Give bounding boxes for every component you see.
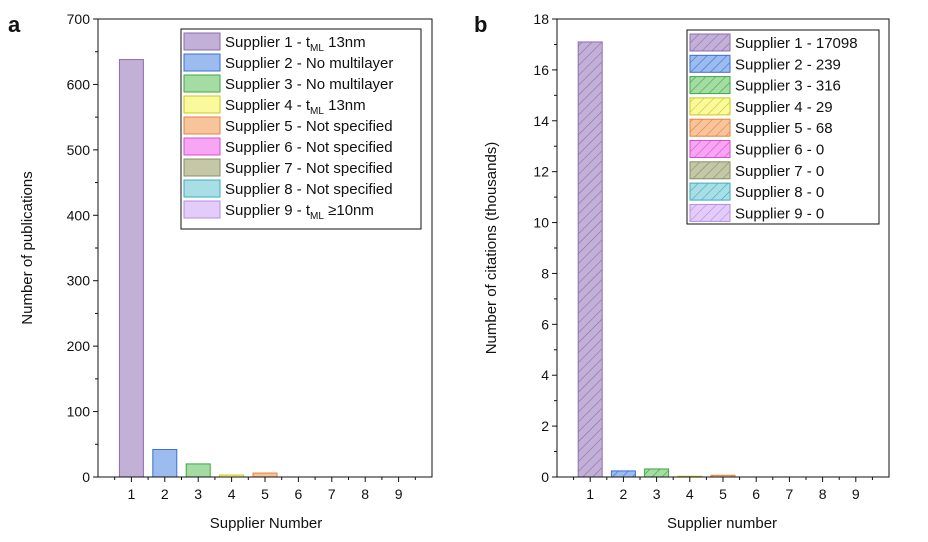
panel-a: a 0 100 200 300 400 500 600 700 1 2 3 4 5 6 7 8 9 Suppli… [8, 11, 433, 532]
y-tick-label-a: 0 [82, 469, 90, 485]
bar-a-supplier-2 [152, 449, 178, 478]
legend-label-b-3: Supplier 3 - 316 [735, 78, 841, 95]
x-tick-label-a: 7 [328, 486, 336, 502]
legend-label-b-6: Supplier 6 - 0 [735, 142, 824, 159]
legend-swatch-a-4 [183, 95, 221, 114]
legend-label-a-3: Supplier 3 - No multilayer [225, 76, 393, 93]
x-tick-label-a: 6 [295, 486, 303, 502]
y-tick-label-a: 500 [67, 142, 91, 158]
legend-label-b-5: Supplier 5 - 68 [735, 120, 833, 137]
y-tick-label-a: 100 [67, 404, 91, 420]
legend-swatch-a-3 [183, 74, 221, 93]
legend-label-a-7: Supplier 7 - Not specified [225, 160, 393, 177]
x-axis-title-b: Supplier number [667, 515, 777, 532]
y-tick-label-a: 700 [67, 11, 91, 27]
legend-label-b-2: Supplier 2 - 239 [735, 56, 841, 73]
legend-label-b-9: Supplier 9 - 0 [735, 205, 824, 222]
y-tick-label-a: 600 [67, 76, 91, 92]
legend-swatch-b-6 [689, 140, 731, 158]
legend-swatch-a-6 [183, 137, 221, 156]
legend-box-a [180, 28, 422, 230]
legend-label-b-7: Supplier 7 - 0 [735, 163, 824, 180]
bar-b-supplier-1 [577, 41, 603, 478]
legend-label-b-8: Supplier 8 - 0 [735, 184, 824, 201]
legend-label-a-2: Supplier 2 - No multilayer [225, 55, 393, 72]
y-tick-label-b: 0 [541, 469, 549, 485]
bars-a [118, 59, 278, 478]
y-tick-label-a: 400 [67, 207, 91, 223]
x-axis-title-a: Supplier Number [210, 515, 323, 532]
x-tick-label-b: 6 [752, 486, 760, 502]
x-tick-label-b: 7 [786, 486, 794, 502]
y-tick-label-b: 16 [533, 62, 549, 78]
x-tick-label-a: 8 [361, 486, 369, 502]
bar-b-supplier-2 [610, 470, 636, 478]
x-tick-label-b: 2 [620, 486, 628, 502]
legend-label-a-1: Supplier 1 - tML 13nm [225, 34, 366, 54]
panel-letter-a: a [8, 12, 21, 37]
bar-a-supplier-3 [185, 463, 211, 478]
y-axis-title-a: Number of publications [19, 171, 36, 324]
y-tick-label-b: 4 [541, 367, 549, 383]
legend-swatch-b-9 [689, 203, 731, 222]
y-tick-label-b: 8 [541, 265, 549, 281]
legend-swatch-b-3 [689, 76, 731, 95]
legend-swatch-b-7 [689, 161, 731, 180]
legend-swatch-a-8 [183, 179, 221, 198]
legend-b: Supplier 1 - 17098 Supplier 2 - 239 Suppli… [686, 29, 880, 225]
y-axis-title-b: Number of citations (thousands) [483, 142, 500, 355]
legend-label-a-5: Supplier 5 - Not specified [225, 118, 393, 135]
legend-label-a-4: Supplier 4 - tML 13nm [225, 97, 366, 117]
bar-a-supplier-1 [118, 59, 144, 478]
legend-swatch-b-2 [689, 54, 731, 73]
panel-letter-b: b [474, 12, 487, 37]
legend-swatch-b-8 [689, 182, 731, 201]
legend-swatch-b-4 [689, 97, 731, 116]
y-tick-label-a: 200 [67, 338, 91, 354]
legend-swatch-a-1 [183, 32, 221, 51]
legend-swatch-a-7 [183, 158, 221, 177]
x-tick-label-b: 5 [719, 486, 727, 502]
y-tick-label-b: 2 [541, 418, 549, 434]
x-tick-label-a: 5 [261, 486, 269, 502]
legend-swatch-a-2 [183, 53, 221, 72]
bar-a-supplier-5 [252, 472, 278, 478]
y-tick-label-a: 300 [67, 273, 91, 289]
x-tick-label-a: 3 [194, 486, 202, 502]
x-tick-label-a: 4 [228, 486, 236, 502]
y-tick-label-b: 6 [541, 316, 549, 332]
y-tick-label-b: 12 [533, 164, 549, 180]
x-tick-label-b: 8 [819, 486, 827, 502]
legend-label-a-8: Supplier 8 - Not specified [225, 181, 393, 198]
y-tick-label-b: 10 [533, 215, 549, 231]
bars-b [577, 41, 736, 478]
legend-swatch-a-5 [183, 116, 221, 135]
legend-label-a-6: Supplier 6 - Not specified [225, 139, 393, 156]
legend-label-b-1: Supplier 1 - 17098 [735, 35, 858, 52]
x-tick-label-a: 2 [161, 486, 169, 502]
x-tick-label-b: 1 [586, 486, 594, 502]
y-tick-label-b: 18 [533, 11, 549, 27]
x-tick-label-b: 4 [686, 486, 694, 502]
bar-b-supplier-3 [644, 468, 670, 478]
x-tick-label-b: 9 [852, 486, 860, 502]
x-tick-label-a: 1 [128, 486, 136, 502]
x-tick-label-a: 9 [395, 486, 403, 502]
legend-label-b-4: Supplier 4 - 29 [735, 99, 833, 116]
legend-label-a-9: Supplier 9 - tML ≥10nm [225, 202, 374, 222]
axes-a: 0 100 200 300 400 500 600 700 1 2 3 4 5 6 7 8 9 [67, 11, 433, 502]
legend-swatch-b-5 [689, 118, 731, 137]
legend-swatch-a-9 [183, 200, 221, 219]
legend-swatch-b-1 [689, 33, 731, 52]
y-tick-label-b: 14 [533, 113, 549, 129]
x-tick-label-b: 3 [653, 486, 661, 502]
